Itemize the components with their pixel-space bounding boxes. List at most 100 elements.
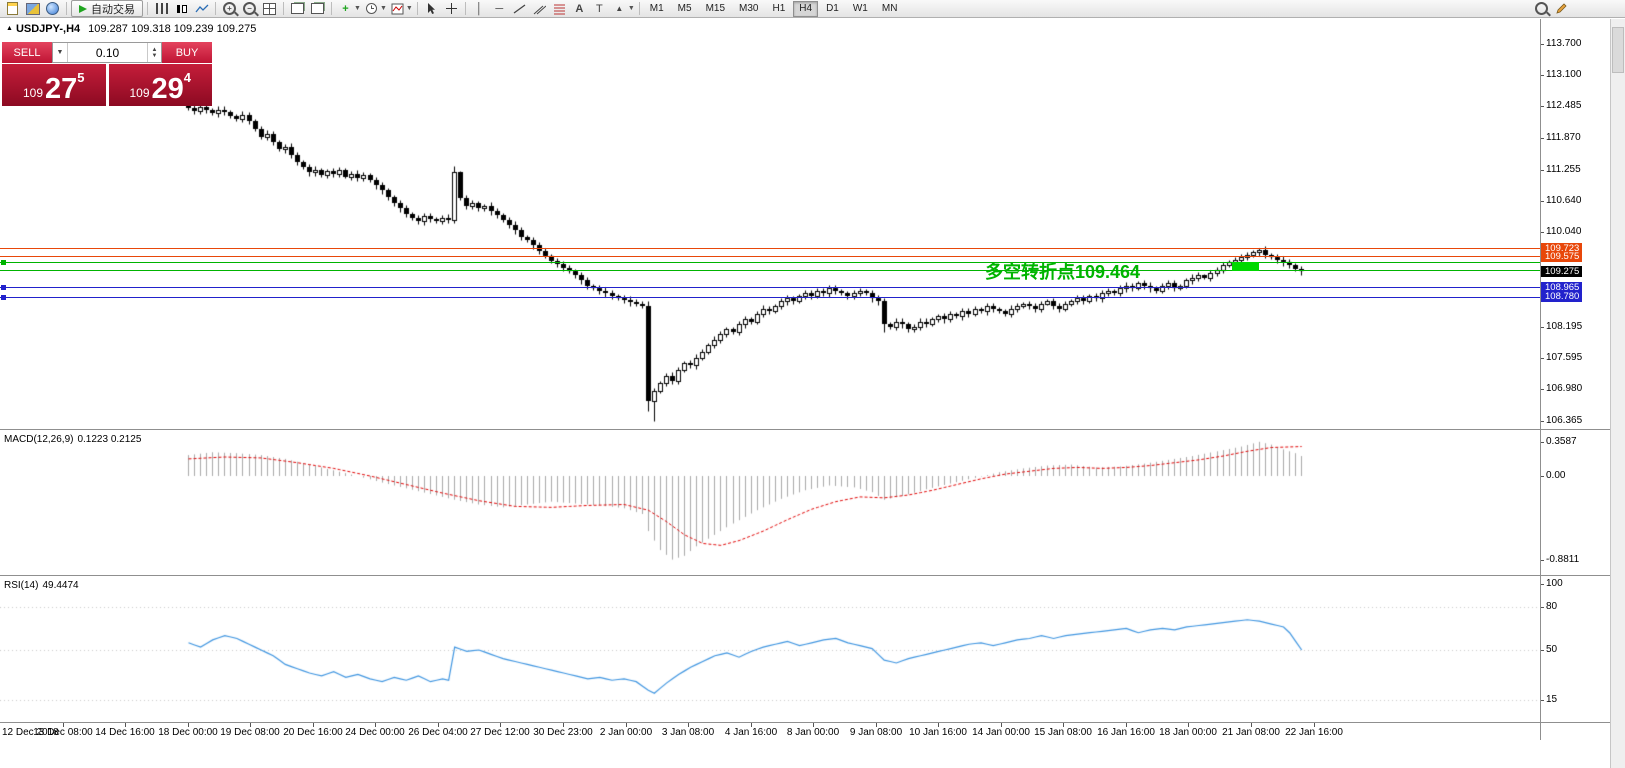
collapse-triangle-icon[interactable]: ▲ (6, 25, 13, 32)
resistance-line-1[interactable] (0, 248, 1540, 249)
rsi-name: RSI(14) (4, 580, 39, 591)
time-axis-tick (1126, 723, 1127, 727)
toolbar-separator (331, 2, 332, 15)
new-chart-icon[interactable]: + (342, 2, 349, 15)
time-axis-label: 30 Dec 23:00 (533, 727, 593, 738)
line-chart-icon[interactable] (192, 1, 211, 16)
new-chart-dropdown-icon[interactable]: ▼ (354, 5, 361, 12)
time-axis-label: 18 Dec 00:00 (158, 727, 218, 738)
lot-stepper[interactable]: ▲ ▼ (147, 43, 161, 62)
autotrading-button[interactable]: 自动交易 (71, 0, 143, 17)
support-line-1-price-label: 108.965 (1541, 282, 1583, 293)
zoom-out-icon[interactable]: − (240, 1, 259, 16)
candlestick-chart-icon[interactable] (172, 1, 191, 16)
buy-button[interactable]: BUY (162, 42, 212, 63)
price-axis[interactable]: 113.700 113.100 112.485 111.870 111.255 110.6… (1540, 19, 1610, 740)
scrollbar-thumb[interactable] (1612, 27, 1624, 73)
axis-tick (1541, 75, 1544, 76)
timeframe-button-w1[interactable]: W1 (852, 2, 868, 14)
vertical-scrollbar[interactable] (1610, 19, 1625, 768)
axis-tick (1541, 650, 1544, 651)
time-axis-label: 14 Dec 16:00 (95, 727, 155, 738)
vertical-line-icon[interactable]: │ (475, 2, 483, 15)
timeframe-button-h4[interactable]: H4 (793, 0, 819, 17)
toolbar-separator (66, 2, 67, 15)
timeframe-button-m5[interactable]: M5 (677, 2, 692, 14)
pivot-line-handle[interactable] (1, 260, 6, 265)
resistance-line-1-price-label: 109.723 (1541, 243, 1583, 254)
tile-windows-icon[interactable] (260, 1, 279, 16)
main-toolbar: 自动交易 + − + ▼ ▼ ▼ │ ─ A T ▲ ▼ M1 M5 M15 M30 H… (0, 0, 1625, 18)
timeframe-button-d1[interactable]: D1 (826, 2, 839, 14)
timeframe-button-m30[interactable]: M30 (739, 2, 759, 14)
rsi-indicator-label: RSI(14) 49.4474 (4, 580, 79, 591)
bid-price-line[interactable] (0, 270, 1540, 271)
periods-dropdown-icon[interactable]: ▼ (379, 5, 387, 12)
time-axis-tick (563, 723, 564, 727)
axis-tick (1541, 389, 1544, 390)
shapes-icon[interactable]: ▲ (615, 4, 624, 13)
zoom-in-icon[interactable]: + (220, 1, 239, 16)
support-line-2-handle[interactable] (1, 295, 6, 300)
pivot-annotation-text[interactable]: 多空转折点109.464 (985, 262, 1141, 282)
new-order-icon[interactable] (3, 1, 22, 16)
search-icon[interactable] (1532, 1, 1551, 16)
edit-pencil-icon[interactable] (1552, 1, 1571, 16)
time-axis-label: 13 Dec 08:00 (33, 727, 93, 738)
buy-price-button[interactable]: 109 29 4 (108, 64, 212, 106)
green-marker-rect[interactable] (1232, 262, 1259, 271)
charts-grid-icon[interactable] (23, 1, 42, 16)
timeframe-button-m15[interactable]: M15 (705, 2, 726, 14)
label-icon[interactable]: T (595, 2, 603, 15)
toolbar-separator (283, 2, 284, 15)
support-line-1[interactable] (0, 287, 1540, 288)
macd-axis-label: -0.8811 (1546, 554, 1580, 565)
toolbar-separator (416, 2, 418, 15)
panel-splitter-macd[interactable] (0, 429, 1610, 430)
cascade-windows-icon[interactable] (288, 1, 307, 16)
time-axis-tick (938, 723, 939, 727)
profiles-icon[interactable] (43, 1, 62, 16)
price-axis-label: 110.040 (1546, 226, 1582, 237)
indicators-dropdown-icon[interactable]: ▼ (405, 5, 413, 12)
arrange-windows-icon[interactable] (308, 1, 327, 16)
time-axis-tick (250, 723, 251, 727)
time-axis-tick (313, 723, 314, 727)
sell-price-big: 27 (45, 73, 78, 106)
timeframe-button-h1[interactable]: H1 (772, 2, 786, 14)
time-axis[interactable]: 12 Dec 2018 13 Dec 08:00 14 Dec 16:00 18 De… (0, 722, 1625, 742)
horizontal-line-icon[interactable]: ─ (495, 2, 504, 15)
timeframe-button-mn[interactable]: MN (881, 2, 898, 14)
shapes-dropdown-icon[interactable]: ▼ (627, 5, 635, 12)
sell-price-button[interactable]: 109 27 5 (2, 64, 106, 106)
fibonacci-icon[interactable] (550, 1, 569, 16)
buy-price-big: 29 (151, 73, 184, 106)
crosshair-icon[interactable] (442, 1, 461, 16)
time-axis-tick (438, 723, 439, 727)
lot-size-input[interactable]: 0.10 (95, 45, 120, 60)
indicators-icon[interactable] (388, 1, 407, 16)
bar-chart-icon[interactable] (152, 1, 171, 16)
price-axis-label: 107.595 (1546, 352, 1583, 363)
autotrading-label: 自动交易 (91, 3, 135, 16)
support-line-2[interactable] (0, 297, 1540, 298)
axis-tick (1541, 476, 1544, 477)
sell-button[interactable]: SELL (2, 42, 52, 63)
time-axis-tick (751, 723, 752, 727)
resistance-line-2[interactable] (0, 256, 1540, 257)
support-line-1-handle[interactable] (1, 285, 6, 290)
trade-options-dropdown-icon[interactable]: ▼ (53, 43, 68, 62)
time-axis-label: 14 Jan 00:00 (972, 727, 1030, 738)
axis-tick (1541, 201, 1544, 202)
text-icon[interactable]: A (575, 2, 584, 15)
trendline-icon[interactable] (510, 1, 529, 16)
chart-canvas[interactable] (0, 0, 1540, 768)
pivot-line[interactable] (0, 262, 1540, 263)
channel-icon[interactable] (530, 1, 549, 16)
timeframe-button-m1[interactable]: M1 (649, 2, 664, 14)
periods-clock-icon[interactable] (362, 1, 381, 16)
panel-splitter-rsi[interactable] (0, 575, 1610, 576)
autotrading-play-icon (79, 4, 87, 13)
cursor-icon[interactable] (422, 1, 441, 16)
axis-tick (1541, 442, 1544, 443)
